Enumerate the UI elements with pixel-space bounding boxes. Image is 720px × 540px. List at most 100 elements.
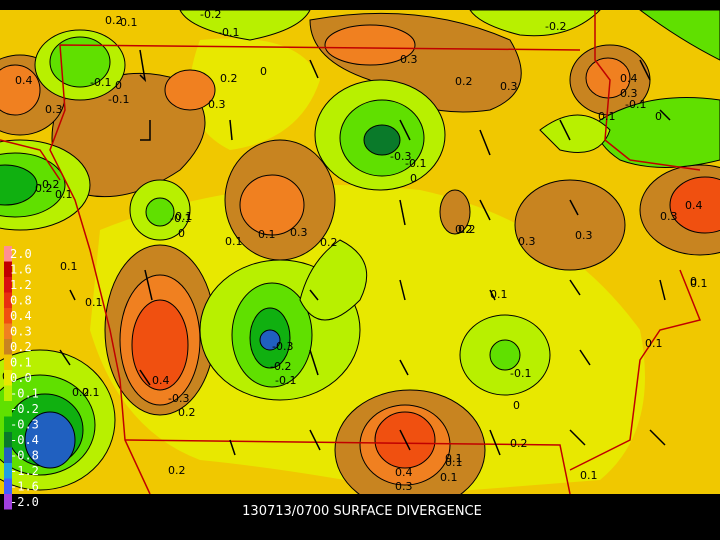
contour-label: -0.2 <box>200 8 221 21</box>
contour-label: 0.3 <box>45 103 63 116</box>
contour-label: 0 <box>513 399 520 412</box>
legend-label: -0.4 <box>10 433 39 447</box>
legend-swatch <box>4 246 12 262</box>
contour-label: 0.4 <box>395 466 413 479</box>
contour <box>363 124 401 156</box>
legend-label: 0.8 <box>10 294 32 308</box>
legend-swatch <box>4 339 12 355</box>
contour-label: 0.1 <box>490 288 508 301</box>
contour <box>179 10 311 41</box>
contour <box>145 197 175 227</box>
contour <box>489 339 521 371</box>
contour-label: 0.4 <box>685 199 703 212</box>
contour <box>164 69 216 111</box>
legend-swatch <box>4 261 12 277</box>
contour <box>514 179 626 271</box>
legend-swatch <box>4 447 12 463</box>
contour-label: 0.1 <box>645 337 663 350</box>
contour-label: 0.3 <box>518 235 536 248</box>
legend-label: -0.2 <box>10 402 39 416</box>
contour <box>439 189 471 235</box>
contour <box>469 10 601 37</box>
contour <box>24 411 76 469</box>
zero-area <box>190 38 320 151</box>
contour <box>597 97 720 168</box>
contour-label: -0.2 <box>270 360 291 373</box>
contour <box>299 239 368 321</box>
legend-label: 0.1 <box>10 356 32 370</box>
contour-label: 0.2 <box>105 14 123 27</box>
contour-label: -0.1 <box>90 76 111 89</box>
contour-label: 0 <box>178 227 185 240</box>
contour-label: 0 <box>655 110 662 123</box>
contour-label: -0.1 <box>108 93 129 106</box>
legend-swatch <box>4 432 12 448</box>
contour-label: 0.2 <box>458 223 476 236</box>
contour-label: 0.1 <box>440 471 458 484</box>
legend-label: 2.0 <box>10 247 32 261</box>
contour-label: 0.3 <box>660 210 678 223</box>
legend-swatch <box>4 385 12 401</box>
wind-barbs <box>59 49 671 456</box>
contour-label: 0.1 <box>445 452 463 465</box>
contour <box>259 329 281 351</box>
contour-label: 0.2 <box>168 464 186 477</box>
legend-swatch <box>4 416 12 432</box>
legend-label: 0.2 <box>10 340 32 354</box>
legend-label: -0.8 <box>10 449 39 463</box>
legend-label: -0.1 <box>10 387 39 401</box>
contour <box>0 164 38 206</box>
contour <box>239 174 305 236</box>
contour-label: 0.4 <box>152 374 170 387</box>
legend-label: -1.2 <box>10 464 39 478</box>
contour-label: 0.1 <box>120 16 138 29</box>
contour <box>131 299 189 391</box>
legend-label: 0.0 <box>10 371 32 385</box>
contour-label: 0.3 <box>575 229 593 242</box>
contour-label: 0.1 <box>445 456 463 469</box>
contour <box>0 64 41 116</box>
contour-label: 0.3 <box>208 98 226 111</box>
legend-swatch <box>4 463 12 479</box>
legend-label: 1.2 <box>10 278 32 292</box>
contour <box>324 24 416 66</box>
legend: 2.01.61.20.80.40.30.20.10.0-0.1-0.2-0.3-… <box>4 246 39 510</box>
contour-label: 0.2 <box>35 182 53 195</box>
contour-label: 0.1 <box>580 469 598 482</box>
contour-label: 0.1 <box>60 260 78 273</box>
contour <box>539 114 611 153</box>
legend-label: 0.3 <box>10 325 32 339</box>
contour-labels: 0.2 -0.2-0.10.1 -0.20.30.40.3-0.100.10.30.… <box>2 8 708 493</box>
map-field: 0.2 -0.2-0.10.1 -0.20.30.40.3-0.100.10.30.… <box>0 8 720 494</box>
contour-label: 0.1 <box>258 228 276 241</box>
contour-label: 0.1 <box>598 110 616 123</box>
contour-label: 0.1 <box>175 210 193 223</box>
legend-label: -2.0 <box>10 495 39 509</box>
caption: 130713/0700 SURFACE DIVERGENCE <box>242 504 482 519</box>
contour <box>49 36 111 88</box>
contour-label: 0 <box>115 79 122 92</box>
contour-label: 0.3 <box>395 480 413 493</box>
contour-label: -0.1 <box>170 212 191 225</box>
contour-label: 0.3 <box>400 53 418 66</box>
contour-label: -0.1 <box>625 98 646 111</box>
contour-label: -0.3 <box>168 392 189 405</box>
state-border <box>0 139 61 181</box>
contour-label: 0.1 <box>85 296 103 309</box>
legend-swatch <box>4 277 12 293</box>
contour-label: 0.4 <box>620 72 638 85</box>
legend-label: -0.3 <box>10 418 39 432</box>
contour-label: 0.1 <box>690 277 708 290</box>
contour-label: -0.1 <box>405 157 426 170</box>
contour-label: 0 <box>260 65 267 78</box>
contour <box>669 176 720 234</box>
contour-label: 0.3 <box>290 226 308 239</box>
zero-area <box>90 185 645 494</box>
legend-swatch <box>4 292 12 308</box>
legend-swatch <box>4 370 12 386</box>
contour-label: 0.2 <box>455 75 473 88</box>
legend-swatch <box>4 323 12 339</box>
contour-label: 0.2 <box>510 437 528 450</box>
